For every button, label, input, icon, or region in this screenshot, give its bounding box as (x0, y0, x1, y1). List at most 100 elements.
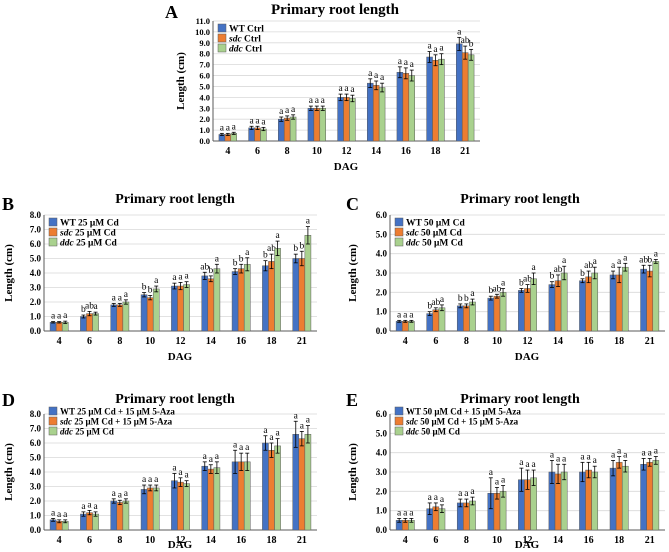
significance-label: a (532, 460, 537, 470)
y-tick-label: 0.0 (30, 525, 42, 535)
significance-label: a (403, 310, 408, 320)
y-tick-label: 7.0 (30, 225, 42, 235)
panel-c: C Primary root length 0.0 1.0 2.0 3.0 4.0 5.0 6.… (346, 192, 665, 363)
bar (183, 284, 190, 332)
significance-label: a (112, 489, 117, 499)
y-tick-label: 3.0 (376, 268, 388, 278)
significance-label: a (209, 455, 214, 465)
legend-label: WT 25 μM Cd + 15 μM 5-Aza (60, 407, 175, 417)
bar (298, 438, 306, 531)
bar (408, 321, 415, 332)
x-tick-label: 21 (460, 146, 470, 157)
bar (86, 512, 93, 531)
significance-label: ab (431, 298, 440, 308)
legend-label: WT Ctrl (229, 25, 264, 35)
significance-label: b (580, 269, 585, 279)
significance-label: a (519, 458, 524, 468)
significance-label: a (57, 510, 62, 520)
significance-label: a (532, 263, 537, 273)
significance-label: a (428, 493, 433, 503)
bar (177, 285, 184, 332)
significance-label: b (263, 251, 268, 261)
y-tick-label: 1.0 (199, 125, 210, 135)
y-tick-label: 3.0 (30, 283, 42, 293)
legend-label: WT 25 μM Cd (60, 219, 120, 229)
significance-label: a (338, 84, 343, 94)
legend-label: sdc 50 μM Cd + 15 μM 5-Aza (405, 417, 519, 427)
chart-title: Primary root length (115, 192, 235, 207)
significance-label: a (489, 468, 494, 478)
significance-label: a (294, 411, 299, 421)
bar (524, 288, 531, 332)
significance-label: a (81, 502, 86, 512)
significance-label: ab (267, 244, 276, 254)
y-axis-label: Length (cm) (3, 443, 15, 501)
x-tick-label: 14 (206, 535, 216, 546)
significance-label: a (654, 447, 659, 457)
significance-label: a (501, 278, 506, 288)
significance-label: a (470, 487, 475, 497)
legend-swatch (394, 416, 404, 426)
panel-letter: C (346, 194, 359, 214)
significance-label: a (617, 447, 622, 457)
legend-label: sdc 50 μM Cd (405, 229, 463, 239)
bar (585, 276, 592, 332)
x-tick-label: 12 (523, 535, 533, 546)
x-tick-label: 4 (57, 535, 62, 546)
x-tick-label: 16 (584, 535, 594, 546)
x-tick-label: 14 (553, 535, 563, 546)
significance-label: a (215, 452, 220, 462)
significance-label: a (409, 508, 414, 518)
bar (152, 288, 160, 332)
bar (652, 261, 660, 332)
significance-label: a (269, 433, 274, 443)
bar (621, 266, 629, 332)
y-tick-label: 8.0 (199, 49, 210, 59)
x-tick-label: 8 (464, 535, 469, 546)
significance-label: b (148, 285, 153, 295)
bar (349, 98, 356, 142)
y-tick-label: 5.0 (376, 428, 388, 438)
x-axis-label: DAG (515, 351, 540, 363)
y-tick-label: 1.0 (30, 511, 42, 521)
significance-label: a (315, 96, 320, 106)
x-tick-label: 21 (645, 535, 655, 546)
significance-label: a (611, 261, 616, 271)
bar (171, 285, 178, 332)
x-tick-label: 18 (431, 146, 441, 157)
bar (548, 284, 556, 332)
significance-label: a (178, 468, 183, 478)
significance-label: a (309, 96, 314, 106)
y-tick-label: 9.0 (199, 38, 210, 48)
significance-label: a (440, 495, 445, 505)
x-tick-label: 14 (553, 336, 563, 347)
significance-label: a (593, 456, 598, 466)
significance-label: b (142, 283, 147, 293)
bar (367, 82, 374, 142)
significance-label: a (464, 489, 469, 499)
x-axis-label: DAG (334, 161, 359, 173)
significance-label: a (118, 293, 123, 303)
significance-label: a (275, 231, 280, 241)
significance-label: a (648, 448, 653, 458)
legend-label: sdc Ctrl (228, 35, 261, 45)
bar (268, 261, 275, 332)
bar (86, 313, 93, 332)
bar (337, 97, 344, 142)
significance-label: a (275, 429, 280, 439)
significance-label: a (623, 253, 628, 263)
significance-label: a (562, 454, 567, 464)
legend-swatch (394, 426, 404, 436)
x-tick-label: 12 (523, 336, 533, 347)
significance-label: b (458, 294, 463, 304)
y-tick-label: 1.0 (376, 506, 388, 516)
significance-label: a (178, 272, 183, 282)
x-tick-label: 10 (145, 535, 155, 546)
significance-label: a (184, 272, 189, 282)
bar (640, 268, 647, 332)
significance-label: a (623, 450, 628, 460)
y-tick-label: 4.0 (30, 467, 42, 477)
bar (432, 60, 439, 142)
bar (80, 316, 87, 332)
